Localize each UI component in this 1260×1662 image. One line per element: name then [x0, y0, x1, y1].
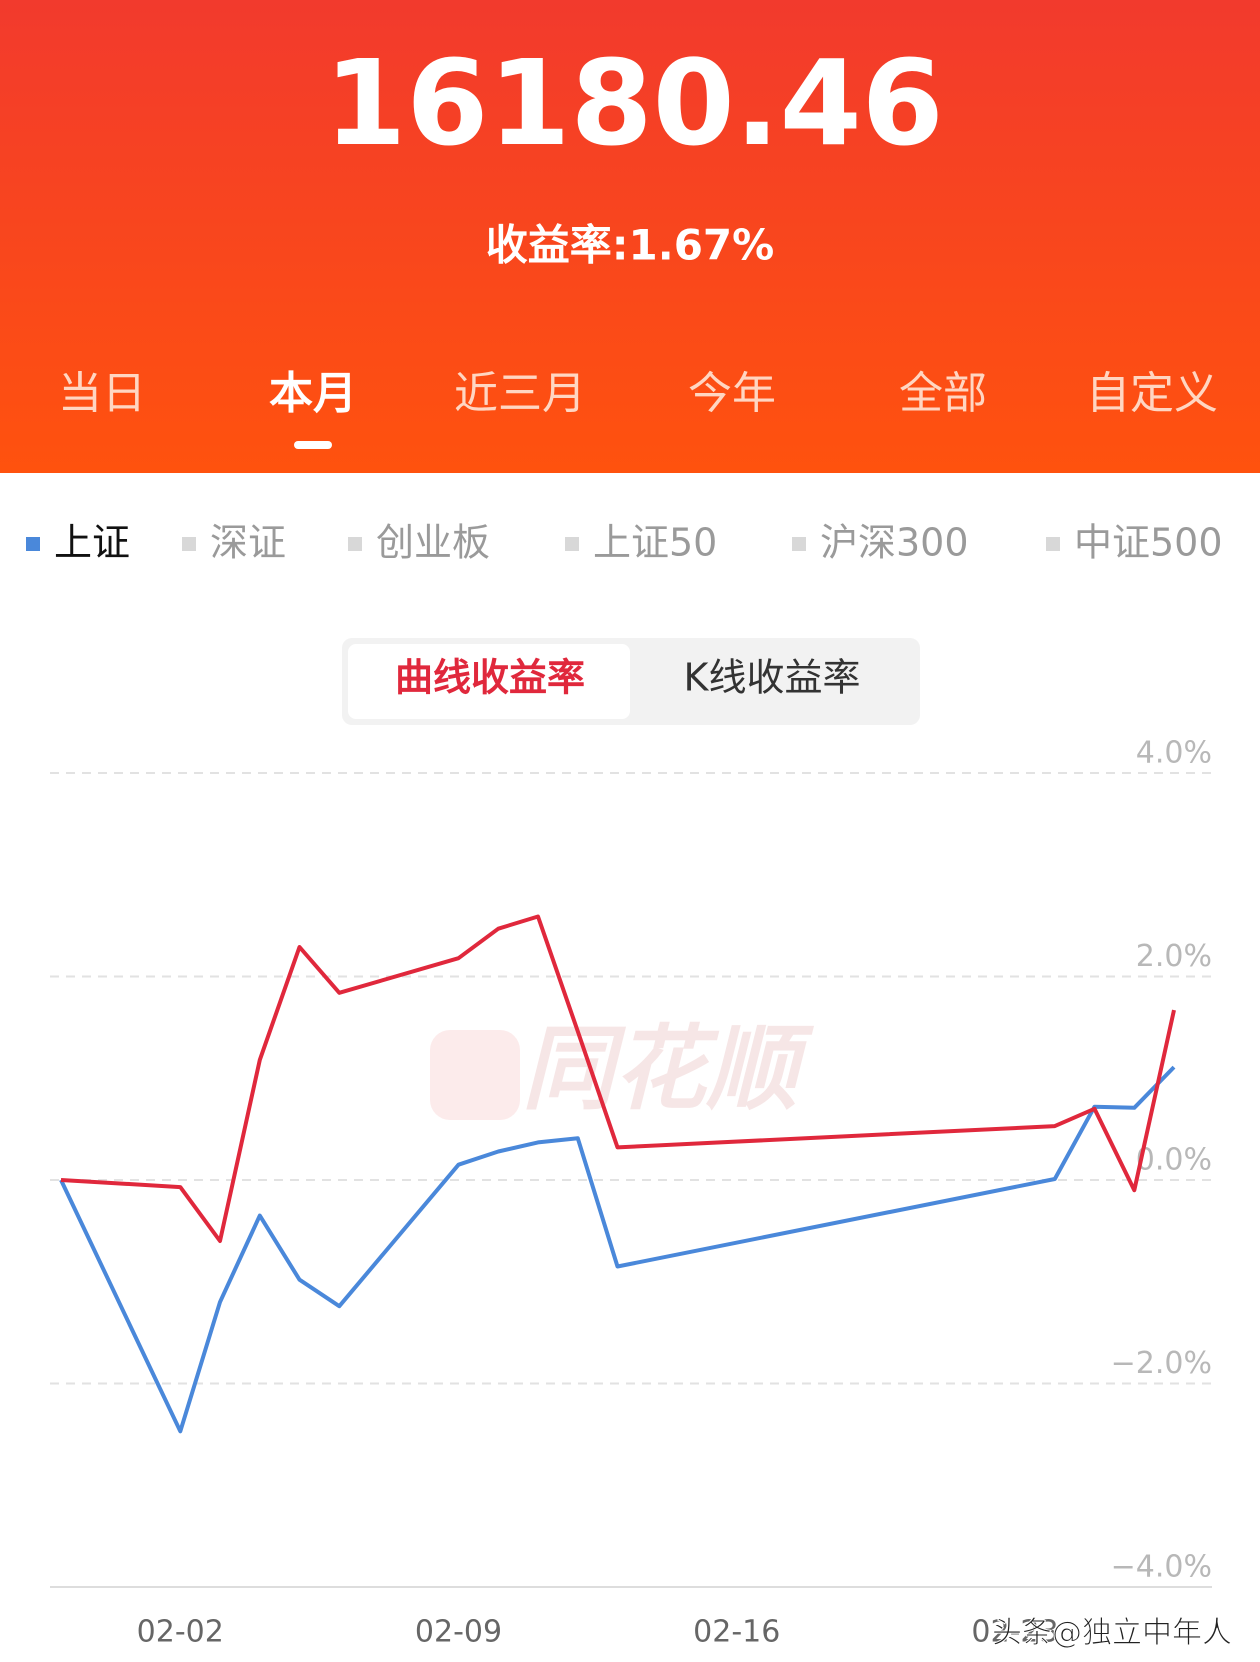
period-tab[interactable]: 近三月 — [454, 368, 586, 419]
y-tick-label: −4.0% — [1111, 1550, 1212, 1585]
benchmark-option[interactable]: 中证500 — [1074, 521, 1223, 565]
series-line — [59, 1065, 1176, 1434]
toggle-option[interactable]: K线收益率 — [684, 656, 861, 700]
benchmark-marker — [565, 537, 579, 551]
x-tick-label: 02-23 — [971, 1615, 1058, 1650]
y-tick-label: 4.0% — [1136, 736, 1212, 771]
y-tick-label: 2.0% — [1136, 939, 1212, 974]
benchmark-option[interactable]: 深证 — [210, 521, 286, 565]
amount: 16180.46 — [324, 34, 944, 172]
benchmark-option[interactable]: 沪深300 — [820, 521, 969, 565]
series-line — [60, 914, 1176, 1243]
x-tick-label: 02-02 — [137, 1615, 224, 1650]
benchmark-marker — [26, 537, 40, 551]
benchmark-option[interactable]: 创业板 — [376, 521, 490, 565]
x-tick-label: 02-16 — [693, 1615, 780, 1650]
benchmark-marker — [348, 537, 362, 551]
y-tick-label: 0.0% — [1136, 1143, 1212, 1178]
benchmark-marker — [792, 537, 806, 551]
y-tick-label: −2.0% — [1111, 1346, 1212, 1381]
logo-watermark: 同花顺 — [522, 1015, 815, 1122]
benchmark-option[interactable]: 上证 — [54, 521, 130, 565]
x-tick-label: 02-09 — [415, 1615, 502, 1650]
period-tab[interactable]: 当日 — [58, 368, 146, 419]
logo-icon — [430, 1030, 520, 1120]
benchmark-marker — [1046, 537, 1060, 551]
header-bg — [0, 0, 1260, 473]
period-tab[interactable]: 全部 — [899, 368, 987, 419]
benchmark-option[interactable]: 上证50 — [593, 521, 717, 565]
period-tab[interactable]: 今年 — [688, 368, 776, 419]
toggle-option[interactable]: 曲线收益率 — [395, 656, 585, 700]
toggle-active — [348, 644, 630, 719]
benchmark-marker — [182, 537, 196, 551]
footer-watermark: 头条@独立中年人 — [992, 1616, 1232, 1651]
period-tab[interactable]: 本月 — [269, 368, 357, 419]
tab-indicator — [294, 441, 332, 449]
period-tab[interactable]: 自定义 — [1086, 368, 1218, 419]
return-rate: 收益率:1.67% — [486, 221, 775, 270]
